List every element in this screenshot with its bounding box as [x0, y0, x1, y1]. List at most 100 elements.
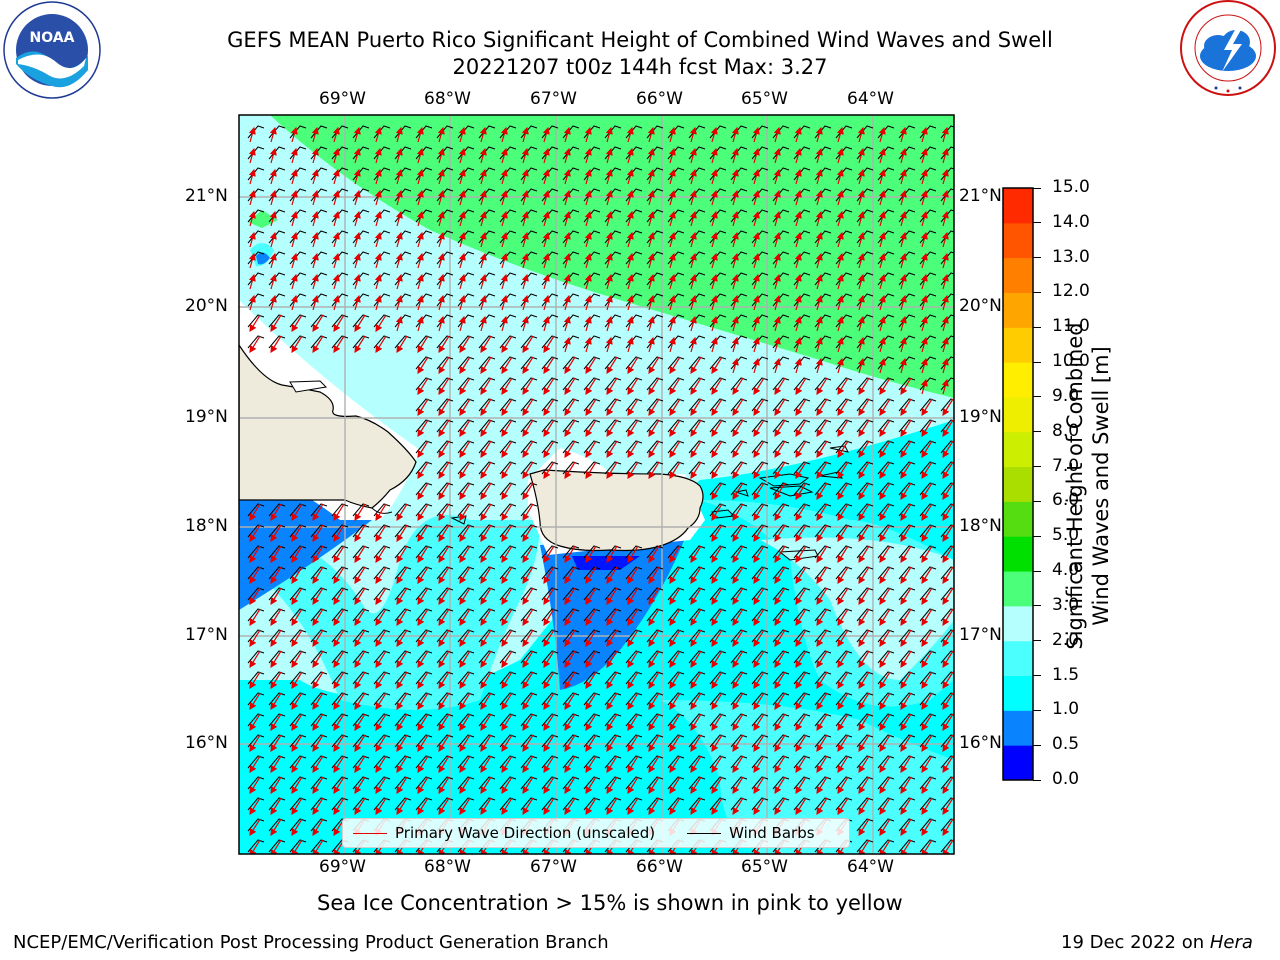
wind-barb	[331, 776, 349, 790]
wind-barb	[667, 776, 685, 790]
colorbar-tick-mark	[1033, 500, 1041, 502]
wind-barb	[310, 629, 328, 643]
wind-barb	[268, 629, 286, 643]
wind-barb	[772, 482, 790, 496]
wind-barb	[499, 398, 517, 412]
wave-direction-arrow	[332, 231, 340, 248]
wind-barb	[478, 713, 496, 727]
wave-direction-arrow	[752, 168, 760, 185]
wave-direction-arrow	[332, 210, 340, 227]
wind-barb	[751, 608, 769, 622]
wind-barb	[919, 755, 937, 769]
wind-barb	[835, 797, 853, 811]
wind-barb	[499, 650, 517, 664]
wind-barb	[394, 713, 412, 727]
wind-barb	[604, 629, 622, 643]
wind-barb	[646, 734, 664, 748]
wave-direction-arrow	[521, 189, 529, 206]
wind-barb	[436, 377, 454, 391]
wave-direction-arrow	[584, 126, 592, 143]
wind-barb	[373, 692, 391, 706]
wind-barb	[856, 524, 874, 538]
wind-barb	[730, 650, 748, 664]
wind-barb	[814, 419, 832, 433]
wind-barb	[646, 377, 664, 391]
colorbar-tick-mark	[1033, 291, 1041, 293]
wave-direction-arrow	[311, 147, 319, 164]
wind-barb	[646, 356, 664, 370]
colorbar-tick-label: 0.0	[1052, 769, 1080, 789]
wind-barb	[268, 692, 286, 706]
colorbar-tick-mark	[1033, 605, 1041, 607]
wind-barb	[877, 713, 895, 727]
wave-direction-arrow	[521, 126, 529, 143]
wind-barb	[835, 608, 853, 622]
wave-direction-arrow	[857, 126, 865, 143]
wave-direction-arrow	[563, 168, 571, 185]
wind-barb	[646, 713, 664, 727]
colorbar-tick-label: 0.5	[1052, 734, 1080, 755]
wave-direction-arrow	[731, 168, 739, 185]
wind-barb	[331, 692, 349, 706]
wave-direction-arrow	[899, 189, 907, 206]
wind-barb	[898, 734, 916, 748]
wind-barb	[331, 566, 349, 580]
wind-barb	[436, 755, 454, 769]
wind-barb	[499, 713, 517, 727]
wind-barb	[898, 839, 916, 853]
wind-barb	[898, 419, 916, 433]
wind-barb	[793, 419, 811, 433]
wind-barb	[247, 797, 265, 811]
wind-barb	[541, 587, 559, 601]
wind-barb	[646, 629, 664, 643]
wind-barb	[499, 755, 517, 769]
wave-direction-arrow	[353, 147, 361, 164]
wind-barb	[919, 734, 937, 748]
wind-barb	[247, 335, 265, 349]
lat-label-left: 19°N	[185, 407, 228, 427]
wind-barb	[856, 776, 874, 790]
wave-direction-arrow	[836, 147, 844, 164]
wind-barb	[331, 524, 349, 538]
wind-barb	[688, 545, 706, 559]
wind-barb	[394, 545, 412, 559]
wind-barb	[247, 839, 265, 853]
wind-barb	[898, 818, 916, 832]
colorbar-label: Significant Height of Combined Wind Wave…	[1062, 291, 1114, 681]
wind-barb	[373, 650, 391, 664]
wind-barb	[772, 713, 790, 727]
wave-direction-arrow	[416, 210, 424, 227]
wind-barb	[667, 419, 685, 433]
wind-barb	[793, 608, 811, 622]
wave-direction-arrow	[311, 252, 319, 269]
wind-barb	[520, 398, 538, 412]
wind-barb	[268, 608, 286, 622]
wave-direction-arrow	[836, 231, 844, 248]
wind-barb	[457, 356, 475, 370]
wave-direction-arrow	[878, 147, 886, 164]
wind-barb	[499, 377, 517, 391]
wave-direction-arrow	[395, 252, 403, 269]
wind-barb	[499, 419, 517, 433]
wind-barb	[562, 440, 580, 454]
wind-barb	[520, 419, 538, 433]
wind-barb	[436, 587, 454, 601]
wind-barb	[436, 713, 454, 727]
wave-direction-arrow	[773, 147, 781, 164]
wind-barb	[457, 797, 475, 811]
wind-barb	[898, 692, 916, 706]
wind-barb	[373, 524, 391, 538]
wave-direction-arrow	[542, 189, 550, 206]
wind-barb	[562, 797, 580, 811]
wind-barb	[919, 671, 937, 685]
wind-barb	[268, 587, 286, 601]
wind-barb	[751, 734, 769, 748]
wave-direction-arrow	[899, 210, 907, 227]
wind-barb	[541, 692, 559, 706]
wind-barb	[730, 461, 748, 475]
wind-barb	[940, 650, 954, 664]
wind-barb	[940, 797, 954, 811]
wave-direction-arrow	[710, 231, 718, 248]
wind-barb	[604, 566, 622, 580]
wave-direction-arrow	[437, 147, 445, 164]
